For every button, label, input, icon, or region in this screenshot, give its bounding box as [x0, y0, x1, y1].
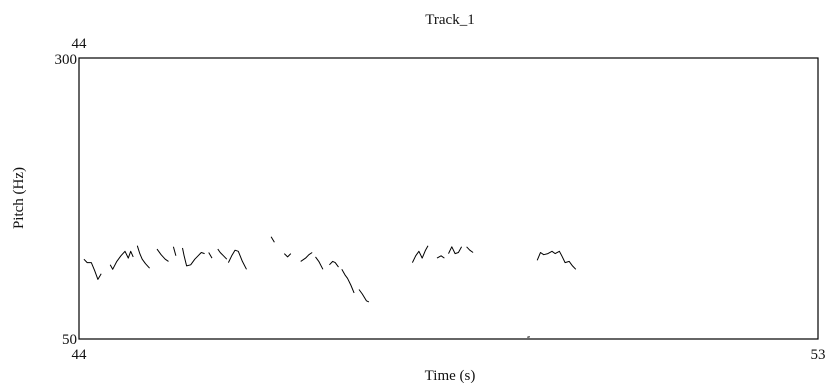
chart-title: Track_1	[425, 12, 474, 28]
pitch-contour-segment-5	[172, 246, 177, 256]
x-axis-label: Time (s)	[425, 368, 476, 383]
pitch-contour-segment-21	[527, 336, 530, 338]
plot-area-frame	[78, 57, 819, 340]
pitch-contour-segment-10	[270, 236, 275, 243]
pitch-contour-segment-1	[83, 258, 102, 280]
pitch-contour-segment-8	[217, 248, 228, 260]
pitch-contour-segment-3	[136, 245, 150, 269]
pitch-contour-segment-15	[341, 269, 355, 294]
y-tick-top: 300	[55, 52, 78, 68]
x-tick-top-left: 44	[72, 36, 88, 52]
y-tick-bottom: 50	[62, 332, 77, 348]
pitch-contour-segment-19	[448, 246, 463, 255]
pitch-contour-segment-16	[358, 289, 370, 303]
pitch-contour-segment-18	[436, 255, 445, 259]
pitch-contour-segment-4	[156, 248, 169, 262]
pitch-contour-segment-7	[208, 252, 213, 259]
pitch-contour-segment-17	[411, 245, 429, 263]
pitch-series	[83, 236, 577, 338]
pitch-contour-segment-20	[466, 246, 474, 253]
x-tick-bottom-left: 44	[72, 347, 88, 363]
y-axis-label: Pitch (Hz)	[11, 167, 27, 229]
pitch-contour-segment-11	[283, 253, 292, 258]
pitch-contour-segment-6	[182, 247, 205, 267]
pitch-contour-segment-2	[109, 250, 134, 270]
pitch-contour-segment-14	[329, 260, 339, 268]
x-tick-bottom-right: 53	[811, 347, 826, 363]
pitch-contour-segment-12	[300, 252, 313, 262]
pitch-contour-segment-22	[536, 250, 577, 270]
pitch-contour-segment-9	[227, 249, 247, 270]
pitch-contour-segment-13	[315, 256, 324, 270]
